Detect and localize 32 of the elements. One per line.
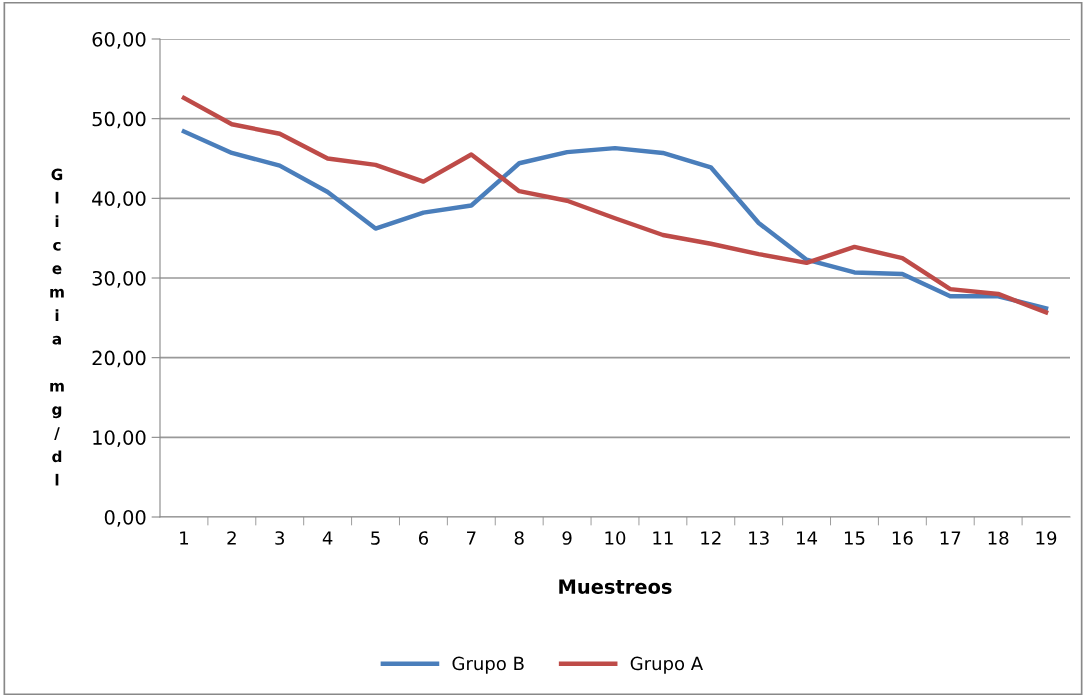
y-tick-label: 40,00 (92, 191, 146, 208)
x-tick-label: 16 (892, 531, 913, 545)
y-tick-label: 50,00 (92, 111, 146, 129)
x-tick-label: 9 (562, 531, 572, 545)
x-tick-label: 12 (701, 531, 721, 545)
x-tick-label: 11 (653, 531, 673, 545)
x-tick-label: 13 (749, 531, 769, 545)
y-tick-label: 10,00 (93, 430, 146, 447)
line-series (181, 129, 1049, 311)
x-tick-label: 7 (467, 531, 476, 545)
text: Glicemia mg/dl (50, 168, 64, 486)
y-tick-label: 30,00 (92, 270, 146, 288)
x-tick-label: 15 (844, 531, 865, 545)
legend-label: Grupo B (452, 656, 524, 674)
x-tick-label: 17 (940, 531, 961, 545)
line-series (181, 95, 1049, 315)
y-tick-label: 60,00 (92, 31, 146, 49)
x-tick-label: 1 (180, 531, 189, 545)
x-tick-label: 5 (371, 531, 380, 545)
x-tick-label: 10 (605, 531, 626, 545)
x-tick-label: 19 (1036, 531, 1057, 545)
y-tick-label: 0,00 (104, 509, 146, 527)
x-tick-label: 14 (797, 531, 818, 545)
legend-label: Grupo A (630, 656, 703, 674)
y-tick-label: 20,00 (92, 350, 146, 368)
x-tick-label: 4 (322, 531, 333, 545)
x-tick-label: 8 (514, 531, 524, 545)
x-tick-label: 18 (988, 531, 1009, 545)
x-axis-title: Muestreos (559, 579, 672, 594)
x-tick-label: 6 (418, 531, 429, 545)
x-tick-label: 3 (275, 531, 285, 545)
x-tick-label: 2 (227, 531, 236, 545)
